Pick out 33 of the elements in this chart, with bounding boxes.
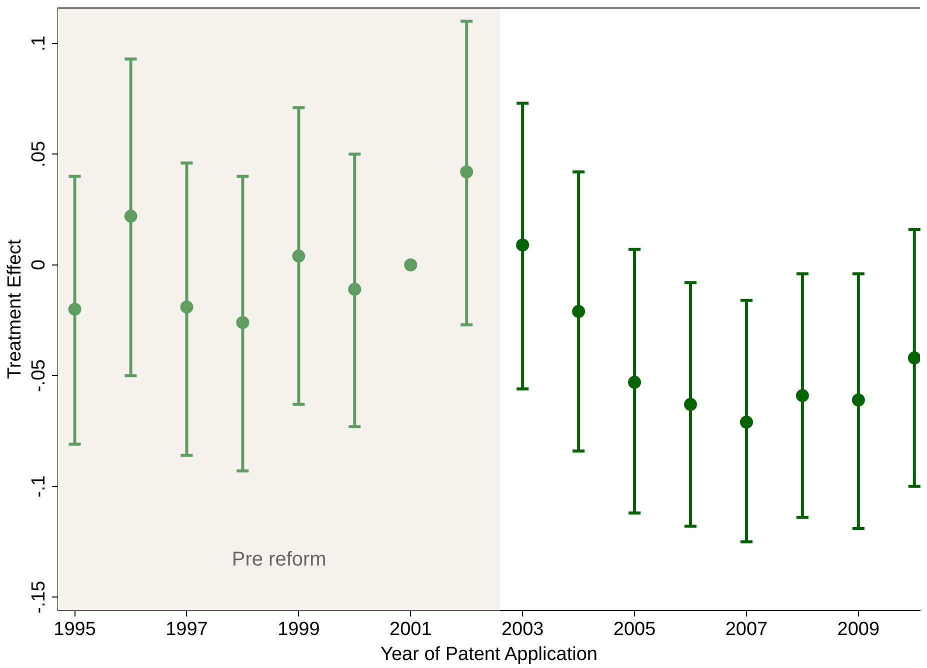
point [68,302,82,316]
point [180,300,194,314]
y-tick-label: -.05 [28,359,50,392]
x-tick-label: 2001 [389,619,432,640]
y-tick-label: 0 [28,260,50,270]
x-tick-label: 2007 [725,619,768,640]
y-tick-label: .05 [28,140,50,168]
band-label: Pre reform [232,548,326,570]
point [852,394,865,407]
point [684,398,698,411]
point [460,165,474,178]
x-tick-label: 2003 [501,619,544,640]
y-tick-label: .1 [28,36,50,52]
y-tick-label: -.1 [28,475,50,498]
x-tick-label: 1995 [54,619,96,640]
x-tick-label: 2009 [837,619,880,640]
point [572,304,586,318]
point [796,389,809,402]
point [236,316,250,329]
y-tick-label: -.15 [28,580,50,614]
x-tick-label: 2005 [613,619,656,640]
point [404,258,418,272]
point [292,250,306,263]
x-tick-label: 1997 [166,619,208,640]
point [628,376,642,389]
point [740,416,753,429]
y-axis-title: Treatment Effect [4,238,26,379]
point [348,282,362,296]
point [908,351,920,364]
x-tick-label: 1999 [278,619,320,640]
x-axis-title: Year of Patent Application [380,644,598,665]
point [516,238,530,252]
point [124,210,138,223]
